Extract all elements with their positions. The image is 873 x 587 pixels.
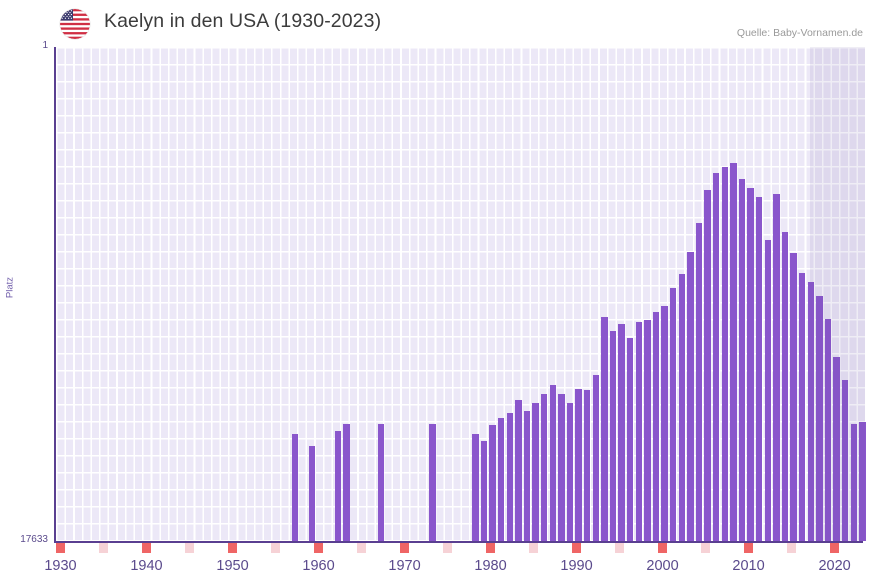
usa-flag-icon <box>60 9 90 39</box>
bar-1989[interactable] <box>566 402 574 541</box>
bar-1980[interactable] <box>489 425 496 541</box>
bar-2001[interactable] <box>669 287 677 541</box>
bar-2021[interactable] <box>841 380 849 541</box>
chart-source-label: Quelle: Baby-Vornamen.de <box>736 27 863 39</box>
x-tick-marker-1990 <box>572 543 581 553</box>
bar-1993[interactable] <box>601 317 608 541</box>
x-axis-line <box>54 541 863 543</box>
bar-1985[interactable] <box>532 402 539 541</box>
bar-2005[interactable] <box>704 189 711 541</box>
x-tick-marker-1930 <box>56 543 65 553</box>
bars-layer <box>56 47 866 541</box>
x-tick-marker-1965 <box>357 543 366 553</box>
chart-header: Kaelyn in den USA (1930-2023) Quelle: Ba… <box>0 0 873 47</box>
x-tick-marker-1970 <box>400 543 409 553</box>
bar-2020[interactable] <box>833 356 840 541</box>
x-axis-label-1960: 1960 <box>302 558 335 574</box>
bar-1983[interactable] <box>515 400 522 541</box>
bar-2008[interactable] <box>730 163 737 541</box>
bar-2013[interactable] <box>773 194 780 541</box>
x-tick-marker-1995 <box>615 543 624 553</box>
bar-1979[interactable] <box>480 440 488 541</box>
bar-1959[interactable] <box>308 446 316 541</box>
bar-2006[interactable] <box>712 173 720 541</box>
bar-2010[interactable] <box>747 188 754 541</box>
chart-plot-area <box>54 47 866 541</box>
x-tick-marker-2015 <box>787 543 796 553</box>
bar-1997[interactable] <box>635 321 642 541</box>
x-tick-marker-2020 <box>830 543 839 553</box>
x-axis-label-1930: 1930 <box>44 558 77 574</box>
bar-1967[interactable] <box>377 423 384 541</box>
x-axis-tick-strip <box>54 543 863 553</box>
y-axis-tick-bottom: 17633 <box>20 534 48 545</box>
bar-2016[interactable] <box>798 272 806 541</box>
bar-1994[interactable] <box>609 331 617 541</box>
x-tick-marker-1945 <box>185 543 194 553</box>
x-tick-marker-1980 <box>486 543 495 553</box>
bar-1986[interactable] <box>540 394 548 541</box>
bar-1962[interactable] <box>334 430 341 541</box>
bar-2004[interactable] <box>695 223 703 541</box>
bar-1987[interactable] <box>549 384 556 541</box>
x-axis-label-2010: 2010 <box>732 558 765 574</box>
bar-2019[interactable] <box>824 318 832 541</box>
bar-1963[interactable] <box>343 423 350 541</box>
bar-2022[interactable] <box>850 423 857 541</box>
bar-1998[interactable] <box>644 320 651 541</box>
bar-1957[interactable] <box>291 433 298 541</box>
x-tick-marker-1975 <box>443 543 452 553</box>
x-tick-marker-1955 <box>271 543 280 553</box>
x-tick-marker-1940 <box>142 543 151 553</box>
bar-2014[interactable] <box>781 231 789 541</box>
x-axis-label-2000: 2000 <box>646 558 679 574</box>
bar-1991[interactable] <box>583 390 591 541</box>
bar-2015[interactable] <box>790 252 797 541</box>
x-tick-marker-1950 <box>228 543 237 553</box>
bar-1981[interactable] <box>497 418 505 541</box>
bar-1996[interactable] <box>626 338 634 541</box>
x-tick-marker-1960 <box>314 543 323 553</box>
bar-2011[interactable] <box>755 196 763 541</box>
x-axis-label-1980: 1980 <box>474 558 507 574</box>
bar-2003[interactable] <box>687 251 694 541</box>
bar-2002[interactable] <box>678 273 685 541</box>
x-axis-label-1990: 1990 <box>560 558 593 574</box>
x-tick-marker-1985 <box>529 543 538 553</box>
bar-2012[interactable] <box>764 240 771 541</box>
bar-2007[interactable] <box>721 167 728 541</box>
bar-1999[interactable] <box>652 311 660 541</box>
x-tick-marker-2000 <box>658 543 667 553</box>
bar-1992[interactable] <box>592 374 599 541</box>
bar-2018[interactable] <box>816 296 823 541</box>
bar-1984[interactable] <box>523 411 531 541</box>
x-tick-marker-2005 <box>701 543 710 553</box>
bar-1995[interactable] <box>618 324 625 541</box>
bar-2023[interactable] <box>859 422 866 541</box>
bar-2000[interactable] <box>661 306 668 541</box>
y-axis-label: Platz <box>4 276 16 299</box>
bar-1982[interactable] <box>506 412 513 541</box>
bar-1990[interactable] <box>575 388 582 541</box>
chart-title: Kaelyn in den USA (1930-2023) <box>104 10 382 32</box>
x-axis-label-1950: 1950 <box>216 558 249 574</box>
x-tick-marker-2010 <box>744 543 753 553</box>
bar-2017[interactable] <box>807 282 814 541</box>
x-axis-label-1940: 1940 <box>130 558 163 574</box>
x-tick-marker-1935 <box>99 543 108 553</box>
bar-1988[interactable] <box>558 394 565 541</box>
y-axis-tick-top: 1 <box>42 40 48 51</box>
bar-1973[interactable] <box>429 423 436 541</box>
bar-1978[interactable] <box>472 433 479 541</box>
x-axis-label-2020: 2020 <box>818 558 851 574</box>
x-axis-label-1970: 1970 <box>388 558 421 574</box>
bar-2009[interactable] <box>738 178 746 541</box>
